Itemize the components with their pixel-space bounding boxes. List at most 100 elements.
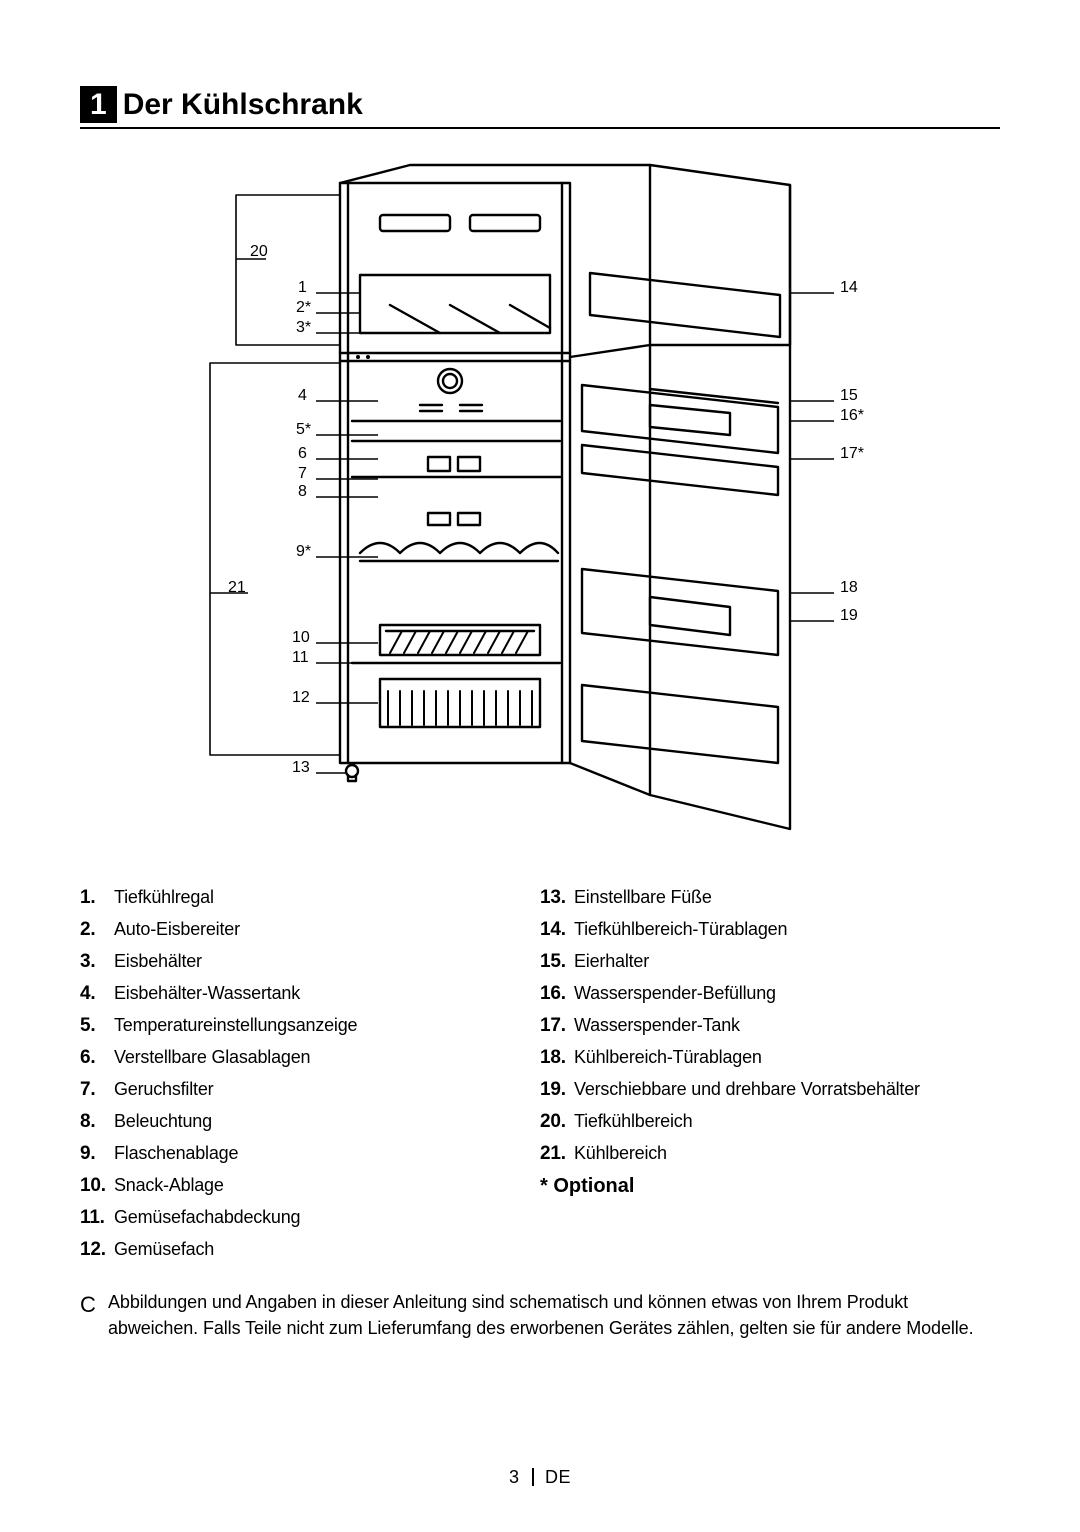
parts-item-number: 19. <box>540 1079 574 1101</box>
diagram-callout: 8 <box>298 483 307 501</box>
diagram-callout: 18 <box>840 579 858 597</box>
parts-item-number: 16. <box>540 983 574 1005</box>
parts-item-label: Gemüsefach <box>114 1239 214 1260</box>
parts-item-number: 7. <box>80 1079 114 1101</box>
diagram-callout: 6 <box>298 445 307 463</box>
footer-divider <box>532 1468 534 1486</box>
parts-list-item: 16.Wasserspender-Befüllung <box>540 983 1000 1005</box>
diagram-callout: 11 <box>292 649 309 667</box>
refrigerator-diagram: 20 1 2* 3* 4 5* 6 7 8 9* 21 10 11 12 13 … <box>90 155 990 875</box>
parts-item-number: 15. <box>540 951 574 973</box>
disclaimer-note: C Abbildungen und Angaben in dieser Anle… <box>80 1289 1000 1341</box>
diagram-callout: 21 <box>228 579 246 597</box>
parts-item-label: Beleuchtung <box>114 1111 212 1132</box>
parts-list-item: 13.Einstellbare Füße <box>540 887 1000 909</box>
parts-item-number: 20. <box>540 1111 574 1133</box>
parts-list-item: 18.Kühlbereich-Türablagen <box>540 1047 1000 1069</box>
parts-item-label: Gemüsefachabdeckung <box>114 1207 300 1228</box>
diagram-callout: 17* <box>840 445 864 463</box>
parts-item-label: Tiefkühlbereich-Türablagen <box>574 919 787 940</box>
parts-item-number: 9. <box>80 1143 114 1165</box>
parts-item-label: Tiefkühlregal <box>114 887 214 908</box>
diagram-callout: 1 <box>298 279 307 297</box>
parts-list-right-col: 13.Einstellbare Füße14.Tiefkühlbereich-T… <box>540 887 1000 1271</box>
chapter-number-badge: 1 <box>80 86 117 123</box>
parts-item-label: Flaschenablage <box>114 1143 238 1164</box>
parts-item-number: 8. <box>80 1111 114 1133</box>
parts-item-label: Snack-Ablage <box>114 1175 224 1196</box>
parts-item-label: Temperatureinstellungsanzeige <box>114 1015 357 1036</box>
parts-list-item: 5.Temperatureinstellungsanzeige <box>80 1015 540 1037</box>
diagram-callout: 13 <box>292 759 310 777</box>
parts-list-item: 2.Auto-Eisbereiter <box>80 919 540 941</box>
diagram-callout: 19 <box>840 607 858 625</box>
parts-item-label: Verstellbare Glasablagen <box>114 1047 310 1068</box>
parts-item-label: Eisbehälter-Wassertank <box>114 983 300 1004</box>
parts-item-number: 12. <box>80 1239 114 1261</box>
parts-list-right: 13.Einstellbare Füße14.Tiefkühlbereich-T… <box>540 887 1000 1165</box>
parts-item-number: 4. <box>80 983 114 1005</box>
parts-list-item: 1.Tiefkühlregal <box>80 887 540 909</box>
parts-item-label: Kühlbereich-Türablagen <box>574 1047 762 1068</box>
parts-item-number: 13. <box>540 887 574 909</box>
parts-list-item: 11.Gemüsefachabdeckung <box>80 1207 540 1229</box>
optional-note: * Optional <box>540 1175 1000 1198</box>
parts-list-left-col: 1.Tiefkühlregal2.Auto-Eisbereiter3.Eisbe… <box>80 887 540 1271</box>
page-number: 3 <box>509 1467 519 1487</box>
parts-list-item: 4.Eisbehälter-Wassertank <box>80 983 540 1005</box>
parts-item-number: 10. <box>80 1175 114 1197</box>
diagram-callout: 3* <box>296 319 311 337</box>
parts-item-number: 14. <box>540 919 574 941</box>
diagram-callout: 15 <box>840 387 858 405</box>
parts-list-left: 1.Tiefkühlregal2.Auto-Eisbereiter3.Eisbe… <box>80 887 540 1261</box>
parts-item-number: 5. <box>80 1015 114 1037</box>
parts-list-item: 21.Kühlbereich <box>540 1143 1000 1165</box>
parts-item-label: Verschiebbare und drehbare Vorratsbehält… <box>574 1079 920 1100</box>
parts-item-label: Wasserspender-Befüllung <box>574 983 776 1004</box>
parts-item-label: Kühlbereich <box>574 1143 667 1164</box>
diagram-callout: 12 <box>292 689 310 707</box>
parts-item-number: 17. <box>540 1015 574 1037</box>
diagram-callout: 20 <box>250 243 268 261</box>
parts-item-label: Eisbehälter <box>114 951 202 972</box>
note-text: Abbildungen und Angaben in dieser Anleit… <box>108 1289 1000 1341</box>
parts-item-label: Eierhalter <box>574 951 649 972</box>
parts-list-item: 14.Tiefkühlbereich-Türablagen <box>540 919 1000 941</box>
parts-list-item: 20.Tiefkühlbereich <box>540 1111 1000 1133</box>
diagram-callout: 14 <box>840 279 858 297</box>
diagram-callout: 9* <box>296 543 311 561</box>
diagram-callout: 10 <box>292 629 310 647</box>
chapter-header: 1 Der Kühlschrank <box>80 86 1000 129</box>
parts-item-number: 21. <box>540 1143 574 1165</box>
parts-lists: 1.Tiefkühlregal2.Auto-Eisbereiter3.Eisbe… <box>80 887 1000 1271</box>
parts-list-item: 19.Verschiebbare und drehbare Vorratsbeh… <box>540 1079 1000 1101</box>
page-footer: 3 DE <box>0 1467 1080 1488</box>
diagram-callout: 16* <box>840 407 864 425</box>
parts-item-label: Auto-Eisbereiter <box>114 919 240 940</box>
diagram-svg <box>90 155 990 875</box>
manual-page: 1 Der Kühlschrank <box>0 0 1080 1532</box>
parts-list-item: 6.Verstellbare Glasablagen <box>80 1047 540 1069</box>
parts-item-number: 6. <box>80 1047 114 1069</box>
note-mark: C <box>80 1289 102 1341</box>
chapter-title: Der Kühlschrank <box>123 88 363 122</box>
parts-item-number: 11. <box>80 1207 114 1229</box>
diagram-callout: 4 <box>298 387 307 405</box>
parts-list-item: 10.Snack-Ablage <box>80 1175 540 1197</box>
parts-list-item: 12.Gemüsefach <box>80 1239 540 1261</box>
parts-item-label: Einstellbare Füße <box>574 887 712 908</box>
page-lang: DE <box>545 1467 571 1487</box>
parts-list-item: 15.Eierhalter <box>540 951 1000 973</box>
parts-list-item: 9.Flaschenablage <box>80 1143 540 1165</box>
parts-item-label: Geruchsfilter <box>114 1079 213 1100</box>
parts-item-label: Tiefkühlbereich <box>574 1111 692 1132</box>
parts-item-number: 3. <box>80 951 114 973</box>
parts-list-item: 17.Wasserspender-Tank <box>540 1015 1000 1037</box>
parts-list-item: 8.Beleuchtung <box>80 1111 540 1133</box>
diagram-callout: 2* <box>296 299 311 317</box>
parts-item-number: 1. <box>80 887 114 909</box>
parts-item-number: 2. <box>80 919 114 941</box>
diagram-callout: 5* <box>296 421 311 439</box>
diagram-callout: 7 <box>298 465 307 483</box>
parts-item-label: Wasserspender-Tank <box>574 1015 740 1036</box>
